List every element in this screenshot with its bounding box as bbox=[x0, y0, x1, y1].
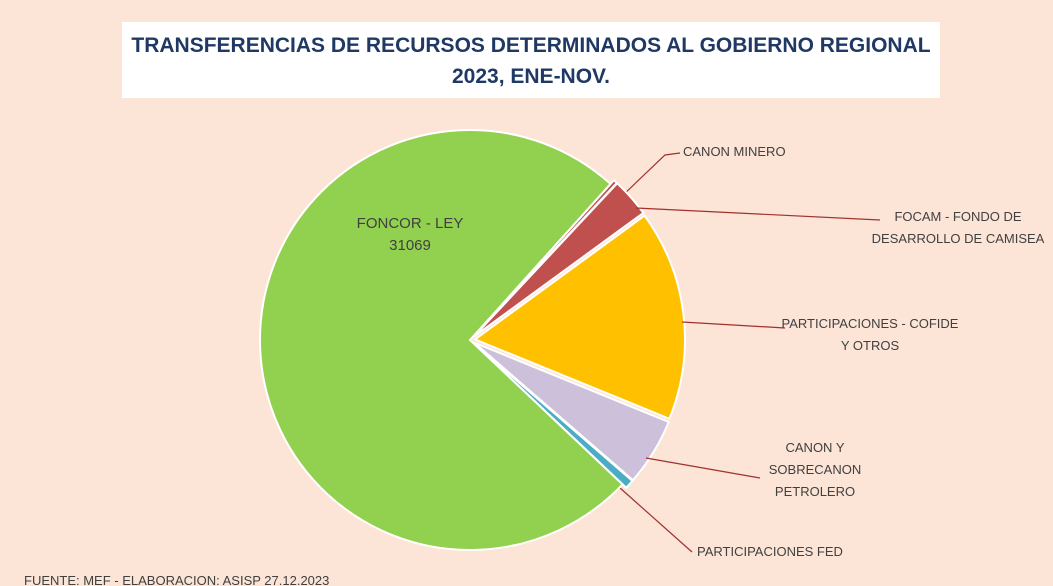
slice-label: CANON Y SOBRECANON PETROLERO bbox=[768, 440, 862, 499]
slice-label: CANON MINERO bbox=[683, 144, 786, 159]
pie-slice bbox=[473, 181, 645, 338]
slice-label: PARTICIPACIONES - COFIDE Y OTROS bbox=[781, 316, 959, 353]
leader-line bbox=[681, 321, 786, 329]
slice-label: FONCOR - LEY 31069 bbox=[356, 215, 464, 254]
leader-line bbox=[635, 207, 881, 221]
pie-slice bbox=[473, 342, 634, 490]
pie-slice bbox=[472, 214, 686, 421]
leader-line bbox=[619, 487, 693, 553]
slice-label: FOCAM - FONDO DE DESARROLLO DE CAMISEA bbox=[871, 209, 1045, 246]
pie-slice bbox=[259, 129, 624, 551]
source: FUENTE: MEF - ELABORACION: ASISP 27.12.2… bbox=[24, 573, 330, 586]
chart-title: TRANSFERENCIAS DE RECURSOS DETERMINADOS … bbox=[122, 22, 940, 98]
leader-line bbox=[645, 457, 761, 479]
slice-label: PARTICIPACIONES FED bbox=[697, 544, 843, 559]
leader-line bbox=[621, 152, 681, 197]
